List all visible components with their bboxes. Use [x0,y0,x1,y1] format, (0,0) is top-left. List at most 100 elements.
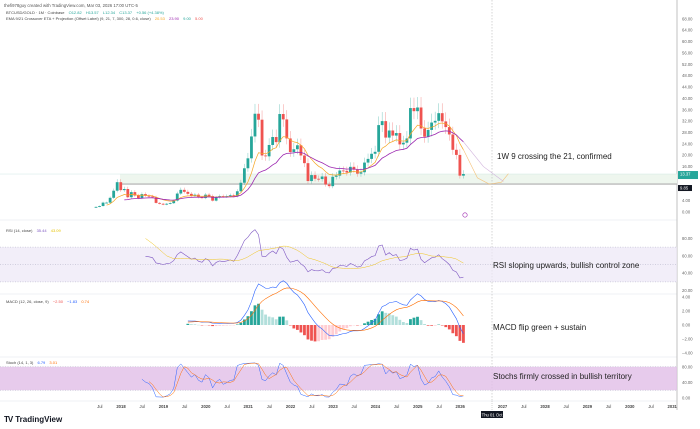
candle [394,133,398,136]
macd-histogram-bar [327,325,331,340]
candle [426,129,430,137]
macd-histogram-bar [331,325,335,337]
ohlc-change: +0.56 (+4.38%) [136,10,164,15]
macd-histogram-bar [211,325,214,327]
macd-legend[interactable]: MACD (12, 26, close, 9) −2.50 −1.83 0.74 [6,299,89,304]
time-axis-label: Jul [352,404,357,409]
macd-histogram-bar [444,325,448,328]
price-axis-label: 20.00 [682,153,693,158]
candle [430,122,434,130]
candle [250,136,253,159]
ema-value: 9.00 [183,16,191,21]
ema-slow-projection [463,141,504,182]
annotation-main: 1W 9 crossing the 21, confirmed [497,152,612,161]
macd-axis-label: 4.00 [682,295,691,300]
price-axis-label: 36.00 [682,107,693,112]
macd-histogram-bar [430,325,434,326]
time-axis-label: 2018 [116,404,126,409]
macd-histogram-bar [345,325,349,329]
macd-histogram-bar [274,319,278,325]
time-axis-label: Jul [97,404,102,409]
time-axis-label: 2020 [201,404,211,409]
candle [214,197,218,201]
stoch-axis-label: 0.00 [682,396,691,401]
candle [179,189,183,194]
macd-histogram-bar [447,325,451,330]
rsi-axis-label: 80.00 [682,236,693,241]
stoch-k-line [141,362,464,398]
time-axis-label: Jul [436,404,441,409]
macd-histogram-bar [363,323,366,325]
candle [462,174,465,176]
macd-histogram-bar [451,325,455,334]
macd-histogram-bar [334,325,338,335]
time-axis-label: Jul [224,404,229,409]
macd-histogram-bar [218,325,222,326]
macd-histogram-bar [221,325,225,326]
macd-histogram-bar [398,319,402,325]
macd-axis-label: −4.00 [682,351,693,356]
price-axis-label: 48.00 [682,73,693,78]
macd-histogram-bar [394,316,398,325]
macd-histogram-bar [462,325,465,343]
macd-histogram-bar [426,325,430,326]
candle [387,130,391,138]
candle [274,137,278,143]
candle [324,176,328,185]
brand-name: TradingView [15,415,63,424]
macd-histogram-bar [246,316,250,325]
candle [444,121,448,128]
time-axis-label: 2028 [540,404,550,409]
ema-legend[interactable]: EMA 9/21 Crossover ETA + Projection (Off… [6,16,203,21]
candle [119,182,123,191]
candle [303,155,306,164]
time-axis-label: 2027 [498,404,508,409]
annotation-stoch: Stochs firmly crossed in bullish territo… [493,372,632,381]
tradingview-logo[interactable]: TV TradingView [4,415,62,424]
candle [458,154,462,176]
macd-histogram-bar [341,325,345,330]
candle [136,195,140,199]
price-axis-label: 64.00 [682,28,693,33]
ema-indicator-name: EMA 9/21 Crossover ETA + Projection (Off… [6,16,151,21]
price-axis-label: 60.00 [682,39,693,44]
ema-value: 5.00 [195,16,203,21]
macd-label: MACD (12, 26, close, 9) [6,299,49,304]
macd-histogram-bar [242,319,246,325]
macd-histogram-bar [419,320,423,325]
macd-histogram-bar [281,316,285,325]
candle [165,203,169,205]
stoch-axis-label: 80.00 [682,364,693,369]
macd-histogram-bar [366,321,370,325]
stoch-axis-label: 40.00 [682,380,693,385]
price-axis-label: 4.00 [682,198,691,203]
price-axis-label: 68.00 [682,16,693,21]
last-price-tag [678,171,698,180]
price-axis-label: 44.00 [682,85,693,90]
macd-histogram-bar [377,314,381,325]
candle [377,125,381,152]
price-axis-label: 40.00 [682,96,693,101]
candle [186,191,190,194]
price-axis-label: 28.00 [682,130,693,135]
candle [161,203,165,205]
rsi-legend[interactable]: RSI (14, close) 35.44 43.09 [6,228,61,233]
macd-histogram-bar [186,323,190,325]
candle [207,194,211,197]
candle [409,108,412,139]
time-axis-label: 2030 [625,404,635,409]
candle [359,172,363,174]
macd-signal-value: 0.74 [81,299,90,304]
candle [327,184,331,187]
ohlc-high: H13.57 [85,10,99,15]
stoch-legend[interactable]: Stoch (14, 1, 3) 6.79 3.01 [6,360,57,365]
time-axis-label: 2029 [583,404,593,409]
macd-histogram-bar [235,324,239,325]
rsi-line [145,229,464,279]
level-tag [678,185,692,192]
symbol-legend[interactable]: BTCUSD/GOLD · 1M · Coinbase O12.82 H13.5… [6,10,164,15]
time-axis-label: 2021 [244,404,254,409]
candle [363,162,366,173]
candle [285,119,289,139]
